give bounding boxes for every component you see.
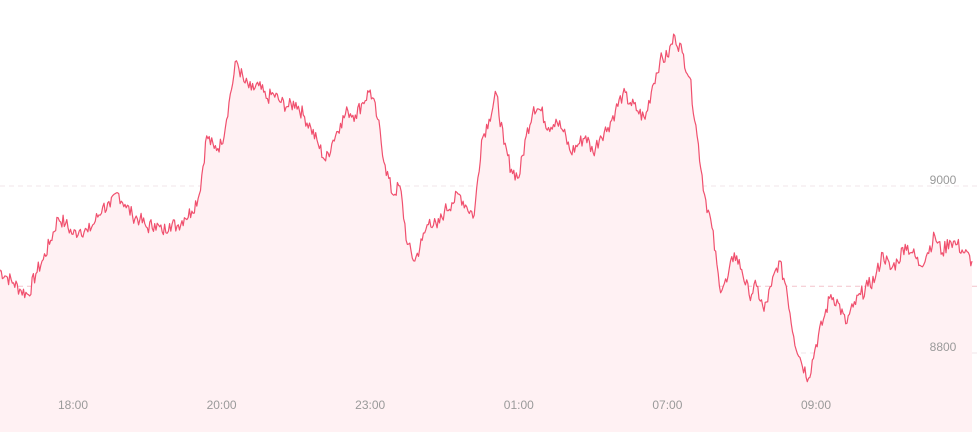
x-tick-label: 23:00: [355, 398, 385, 412]
y-tick-label: 9000: [930, 173, 957, 187]
x-tick-label: 07:00: [652, 398, 682, 412]
x-tick-label: 20:00: [207, 398, 237, 412]
x-tick-label: 01:00: [504, 398, 534, 412]
price-line: [0, 33, 973, 383]
x-tick-label: 18:00: [58, 398, 88, 412]
x-tick-label: 09:00: [801, 398, 831, 412]
y-tick-label: 8800: [930, 340, 957, 354]
x-axis-labels: 18:00 20:00 23:00 01:00 07:00 09:00: [58, 398, 831, 412]
price-area: [0, 34, 972, 432]
y-axis-labels: 9000 8800: [930, 173, 957, 354]
